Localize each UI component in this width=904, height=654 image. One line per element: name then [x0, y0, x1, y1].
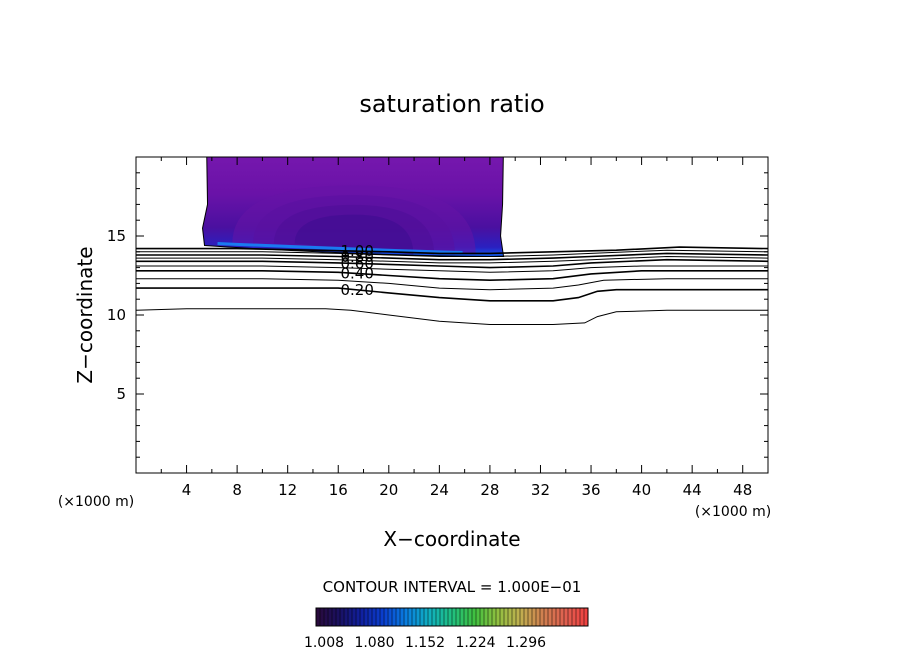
x-tick-label-4: 20	[379, 481, 398, 499]
y-tick-label-2: 15	[107, 227, 126, 245]
contour-line-5	[136, 258, 768, 269]
y-tick-label-0: 5	[116, 385, 126, 403]
contour-lines	[136, 246, 768, 325]
x-tick-label-11: 48	[733, 481, 752, 499]
contour-line-7	[136, 252, 768, 261]
colorbar-label-4: 1.296	[506, 635, 546, 651]
contour-line-9	[136, 246, 768, 255]
contour-labels: 0.200.400.600.801.00	[340, 242, 373, 299]
z-unit-label: (×1000 m)	[58, 494, 134, 510]
x-axis-label: X−coordinate	[383, 527, 520, 551]
contour-label-7: 0.80	[340, 248, 373, 266]
contour-line-0	[136, 308, 768, 325]
x-tick-label-7: 32	[531, 481, 550, 499]
contour-line-6	[136, 255, 768, 264]
x-tick-label-9: 40	[632, 481, 651, 499]
y-axis-label: Z−coordinate	[73, 246, 97, 383]
contour-label-1: 0.20	[340, 281, 373, 299]
x-unit-label: (×1000 m)	[695, 504, 771, 520]
x-tick-label-3: 16	[329, 481, 348, 499]
filled-band-edge	[217, 241, 463, 255]
contour-label-9: 1.00	[340, 242, 373, 260]
contour-line-1	[136, 287, 768, 302]
contour-interval-text: CONTOUR INTERVAL = 1.000E−01	[323, 578, 582, 596]
contour-line-8	[136, 249, 768, 257]
contour-line-2	[136, 278, 768, 291]
contour-label-5: 0.60	[340, 254, 373, 272]
x-tick-label-5: 24	[430, 481, 449, 499]
contour-line-4	[136, 265, 768, 273]
colorbar-stripes	[319, 608, 585, 626]
colorbar-label-0: 1.008	[304, 635, 344, 651]
colorbar-label-2: 1.152	[405, 635, 445, 651]
colorbar-labels: 1.008 1.080 1.152 1.224 1.296	[304, 635, 546, 651]
x-tick-label-2: 12	[278, 481, 297, 499]
colorbar-label-3: 1.224	[455, 635, 495, 651]
x-tick-label-0: 4	[182, 481, 192, 499]
contour-line-3	[136, 269, 768, 282]
chart-title: saturation ratio	[359, 90, 544, 118]
colorbar-label-1: 1.080	[354, 635, 394, 651]
x-tick-label-1: 8	[232, 481, 242, 499]
x-tick-label-10: 44	[683, 481, 702, 499]
filled-band-3	[294, 214, 414, 255]
filled-contour-region	[202, 157, 505, 258]
y-tick-label-1: 10	[107, 306, 126, 324]
x-tick-label-8: 36	[581, 481, 600, 499]
x-tick-label-6: 28	[480, 481, 499, 499]
contour-label-3: 0.40	[340, 265, 373, 283]
